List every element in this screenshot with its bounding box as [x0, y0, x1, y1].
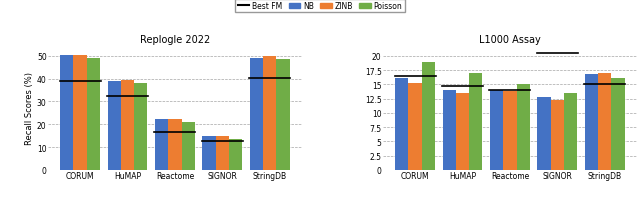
Bar [229, 139, 242, 170]
Bar [276, 60, 289, 170]
Bar [87, 59, 100, 170]
Bar [168, 119, 182, 170]
Bar [564, 94, 577, 170]
Bar [516, 85, 530, 170]
Bar [503, 91, 516, 170]
Bar [550, 100, 564, 170]
Bar [469, 74, 483, 170]
Bar [121, 81, 134, 170]
Bar [443, 90, 456, 170]
Title: L1000 Assay: L1000 Assay [479, 35, 541, 44]
Bar [216, 136, 229, 170]
Bar [182, 122, 195, 170]
Bar [598, 74, 611, 170]
Bar [456, 94, 469, 170]
Title: Replogle 2022: Replogle 2022 [140, 35, 210, 44]
Bar [202, 136, 216, 170]
Bar [134, 83, 147, 170]
Bar [611, 79, 625, 170]
Bar [263, 57, 276, 170]
Bar [585, 75, 598, 170]
Bar [422, 62, 435, 170]
Bar [74, 56, 87, 170]
Bar [490, 91, 503, 170]
Bar [155, 119, 168, 170]
Legend: Best FM, NB, ZINB, Poisson: Best FM, NB, ZINB, Poisson [236, 0, 404, 13]
Bar [538, 98, 550, 170]
Bar [250, 59, 263, 170]
Bar [396, 79, 408, 170]
Y-axis label: Recall Scores (%): Recall Scores (%) [25, 71, 34, 144]
Bar [408, 83, 422, 170]
Bar [108, 82, 121, 170]
Bar [60, 56, 74, 170]
